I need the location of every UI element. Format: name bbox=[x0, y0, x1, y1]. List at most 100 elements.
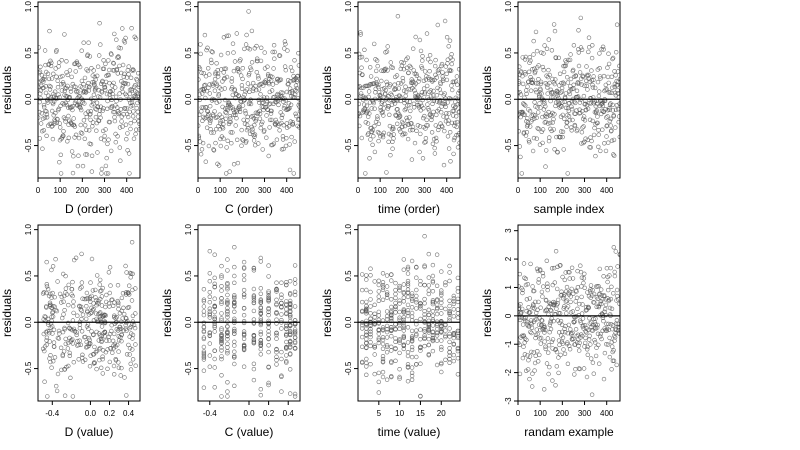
residual-point bbox=[544, 114, 549, 119]
residual-point bbox=[375, 63, 380, 69]
residual-point bbox=[120, 62, 126, 68]
residual-point bbox=[422, 312, 427, 317]
residual-point bbox=[268, 101, 273, 106]
residual-point bbox=[72, 329, 78, 334]
residual-point bbox=[526, 69, 532, 75]
residual-point bbox=[212, 296, 217, 301]
residual-point bbox=[409, 354, 415, 360]
residual-point bbox=[113, 358, 119, 363]
residual-point bbox=[119, 295, 125, 301]
residual-point bbox=[451, 341, 456, 346]
residual-point bbox=[447, 326, 452, 331]
residual-point bbox=[297, 104, 300, 110]
residual-point bbox=[397, 113, 403, 119]
residual-point bbox=[201, 309, 207, 314]
residual-point bbox=[136, 119, 140, 124]
residual-point bbox=[430, 313, 436, 318]
residual-point bbox=[198, 66, 203, 71]
residual-point bbox=[61, 133, 66, 139]
residual-point bbox=[588, 145, 593, 150]
residual-point bbox=[408, 108, 413, 114]
residual-point bbox=[422, 234, 427, 239]
residual-point bbox=[579, 82, 584, 87]
residual-point bbox=[216, 91, 222, 97]
residual-point bbox=[212, 385, 217, 390]
residual-point bbox=[611, 358, 617, 363]
residual-point bbox=[372, 149, 378, 155]
residual-point bbox=[533, 299, 538, 305]
residual-point bbox=[603, 107, 608, 112]
residual-point bbox=[389, 348, 394, 353]
residual-point bbox=[603, 312, 608, 318]
residual-point bbox=[127, 91, 133, 97]
residual-point bbox=[546, 312, 551, 317]
residual-point bbox=[447, 38, 453, 43]
residual-point bbox=[419, 90, 425, 95]
residual-point bbox=[423, 126, 428, 131]
residual-point bbox=[46, 293, 52, 299]
residual-point bbox=[376, 298, 381, 303]
residual-point bbox=[120, 124, 125, 129]
residual-point bbox=[384, 350, 390, 355]
residual-point bbox=[536, 126, 541, 132]
residual-point bbox=[430, 280, 436, 285]
residual-point bbox=[556, 83, 562, 88]
residual-point bbox=[360, 287, 365, 293]
residual-point bbox=[209, 130, 214, 135]
residual-point bbox=[241, 347, 247, 352]
residual-point bbox=[45, 71, 51, 77]
residual-point bbox=[232, 273, 237, 279]
residual-point bbox=[418, 131, 423, 137]
residual-point bbox=[279, 292, 284, 297]
residual-point bbox=[550, 337, 556, 342]
residual-point bbox=[116, 45, 122, 50]
residual-point bbox=[543, 164, 548, 169]
residual-point bbox=[364, 364, 369, 369]
residual-point bbox=[422, 89, 428, 95]
residual-point bbox=[115, 283, 121, 288]
residual-point bbox=[225, 268, 230, 273]
residual-point bbox=[198, 77, 201, 82]
residual-point bbox=[229, 85, 235, 90]
residual-point bbox=[58, 74, 63, 80]
residual-point bbox=[520, 81, 526, 87]
residual-point bbox=[532, 100, 537, 105]
residual-point bbox=[93, 350, 99, 355]
residual-point bbox=[389, 360, 394, 365]
residual-point bbox=[405, 313, 411, 319]
residual-point bbox=[99, 288, 104, 293]
residual-point bbox=[84, 304, 89, 309]
residual-point bbox=[531, 288, 537, 294]
residual-point bbox=[201, 114, 206, 120]
residual-point bbox=[455, 296, 460, 302]
residual-point bbox=[600, 44, 606, 49]
residual-point bbox=[66, 302, 71, 308]
residual-point bbox=[393, 358, 398, 363]
residual-point bbox=[584, 330, 589, 335]
residual-point bbox=[78, 122, 84, 128]
residual-point bbox=[607, 107, 612, 113]
residual-point bbox=[266, 295, 271, 300]
x-tick-label: -0.4 bbox=[45, 409, 59, 418]
residual-point bbox=[358, 32, 363, 37]
residual-point bbox=[559, 104, 564, 109]
residual-point bbox=[212, 252, 217, 257]
residual-point bbox=[232, 264, 237, 270]
residual-point bbox=[580, 74, 586, 80]
residual-point bbox=[600, 127, 605, 132]
residual-point bbox=[269, 88, 275, 93]
x-tick-label: 300 bbox=[98, 186, 112, 195]
residual-point bbox=[127, 171, 132, 176]
y-tick-label: -0.5 bbox=[24, 138, 33, 152]
residual-point bbox=[83, 296, 89, 302]
residual-point bbox=[118, 70, 124, 76]
residual-point bbox=[414, 293, 419, 299]
residual-point bbox=[201, 357, 207, 362]
residual-point bbox=[369, 129, 375, 135]
residual-point bbox=[380, 325, 386, 330]
residual-point bbox=[384, 335, 390, 340]
residual-point bbox=[81, 118, 87, 123]
residual-point bbox=[107, 304, 112, 309]
residual-point bbox=[447, 360, 452, 365]
